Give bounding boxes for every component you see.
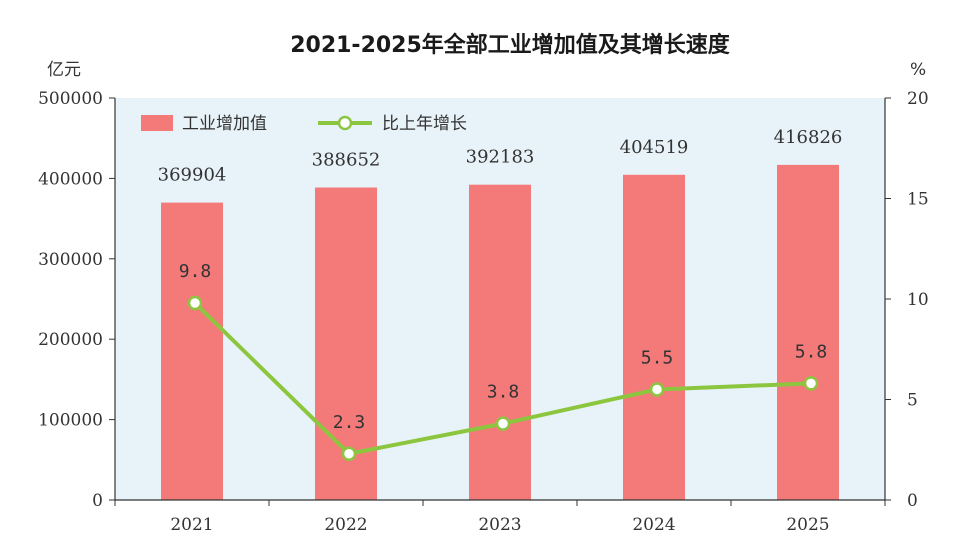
bar-value-label: 388652 <box>312 150 381 171</box>
right-tick-label: 20 <box>907 89 929 109</box>
bar-value-label: 369904 <box>158 165 227 186</box>
bar-value-label: 416826 <box>774 127 843 148</box>
bar-2024 <box>623 174 685 500</box>
x-tick-label: 2025 <box>786 515 829 535</box>
bar-2021 <box>161 202 223 501</box>
left-axis-unit: 亿元 <box>47 60 81 80</box>
bar-value-label: 392183 <box>466 147 535 168</box>
right-tick-label: 5 <box>907 391 918 411</box>
legend-line-marker <box>337 115 353 131</box>
growth-value-label: 3.8 <box>487 382 520 403</box>
growth-value-label: 5.5 <box>641 347 674 368</box>
legend-bar-swatch <box>141 115 173 131</box>
left-tick-label: 400000 <box>38 169 103 189</box>
left-tick-label: 200000 <box>38 330 103 350</box>
x-tick-label: 2021 <box>170 515 213 535</box>
bar-2023 <box>469 184 531 500</box>
legend-bar-label: 工业增加值 <box>182 114 267 134</box>
bar-2025 <box>777 164 839 501</box>
left-tick-label: 100000 <box>38 411 103 431</box>
bar-value-label: 404519 <box>620 137 689 158</box>
right-axis-unit: % <box>910 60 926 80</box>
left-tick-label: 300000 <box>38 250 103 270</box>
growth-point-2022 <box>341 446 357 462</box>
x-tick-label: 2023 <box>478 515 521 535</box>
x-tick-label: 2022 <box>324 515 367 535</box>
growth-value-label: 5.8 <box>795 341 828 362</box>
legend: 工业增加值 比上年增长 <box>141 114 467 134</box>
x-tick-label: 2024 <box>632 515 675 535</box>
chart-title: 2021-2025年全部工业增加值及其增长速度 <box>290 32 731 58</box>
right-tick-label: 10 <box>907 290 929 310</box>
left-tick-label: 500000 <box>38 89 103 109</box>
legend-line-label: 比上年增长 <box>382 114 467 134</box>
growth-value-label: 9.8 <box>179 261 212 282</box>
right-tick-label: 15 <box>907 190 929 210</box>
growth-point-2023 <box>495 416 511 431</box>
growth-value-label: 2.3 <box>333 412 366 433</box>
growth-point-2024 <box>649 382 665 397</box>
left-tick-label: 0 <box>92 491 103 511</box>
right-tick-label: 0 <box>907 491 918 511</box>
growth-point-2021 <box>187 295 203 311</box>
growth-point-2025 <box>803 376 819 391</box>
